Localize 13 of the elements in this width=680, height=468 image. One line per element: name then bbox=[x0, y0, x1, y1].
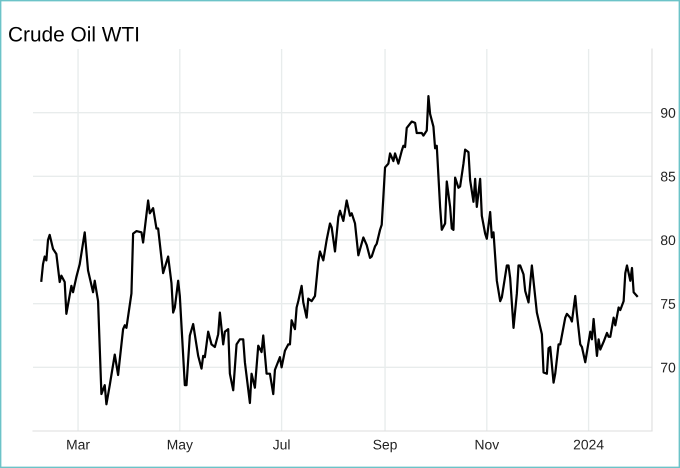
x-tick-label: Nov bbox=[476, 440, 500, 450]
x-tick-label: Jul bbox=[272, 439, 290, 450]
line-series bbox=[40, 95, 638, 406]
x-tick-label: May bbox=[168, 440, 193, 452]
x-tick-label: Sep bbox=[373, 440, 397, 452]
x-tick-label: Mar bbox=[67, 440, 90, 450]
x-tick-label: 2024 bbox=[574, 440, 604, 450]
y-tick-label: 90 bbox=[660, 108, 676, 118]
chart-title: Crude Oil WTI bbox=[9, 26, 138, 42]
y-tick-label: 70 bbox=[661, 362, 676, 373]
y-tick-label: 85 bbox=[660, 172, 676, 182]
y-tick-label: 75 bbox=[661, 299, 676, 309]
y-tick-label: 80 bbox=[660, 235, 676, 246]
